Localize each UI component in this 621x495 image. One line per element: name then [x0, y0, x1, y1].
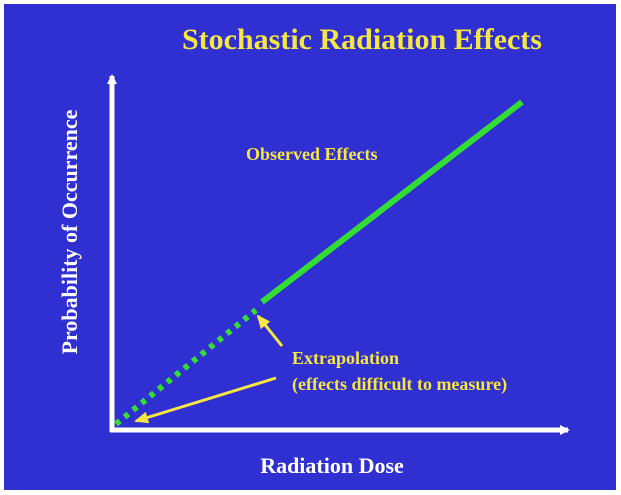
extrapolated-line: [114, 307, 258, 427]
annotation: (effects difficult to measure): [292, 374, 507, 395]
y-axis-label: Probability of Occurrence: [57, 109, 82, 354]
title: Stochastic Radiation Effects: [182, 23, 542, 56]
annotation: Extrapolation: [292, 348, 399, 368]
arrow: [256, 314, 284, 347]
arrow: [134, 376, 277, 424]
annotation: Observed Effects: [246, 144, 377, 164]
x-axis-label: Radiation Dose: [260, 453, 404, 478]
observed-line: [260, 99, 524, 305]
background: [4, 4, 616, 490]
axes: [107, 74, 570, 435]
